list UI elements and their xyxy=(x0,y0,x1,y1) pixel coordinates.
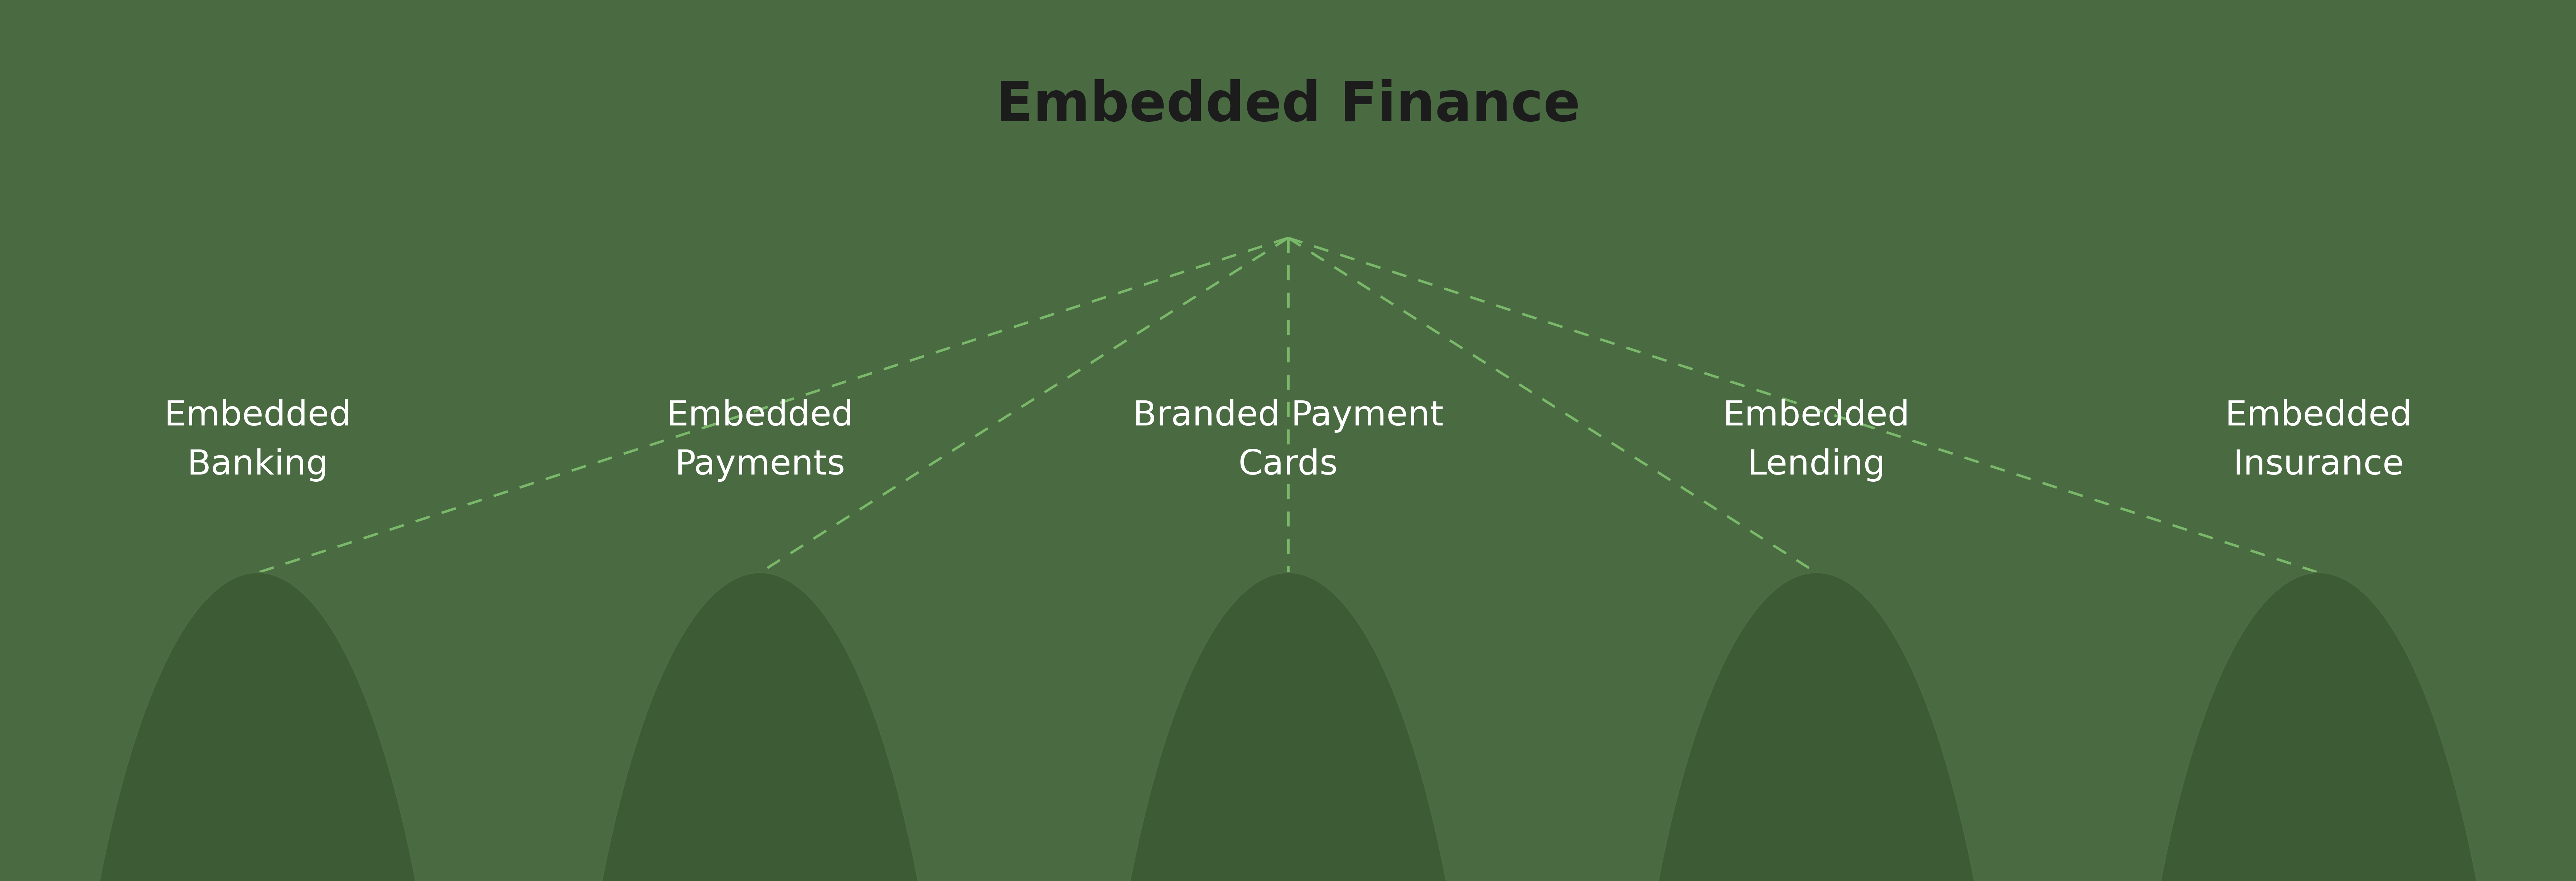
Ellipse shape xyxy=(2120,573,2519,881)
Text: Embedded
Insurance: Embedded Insurance xyxy=(2226,399,2411,482)
Ellipse shape xyxy=(1618,573,2014,881)
Text: Branded Payment
Cards: Branded Payment Cards xyxy=(1133,399,1443,482)
Ellipse shape xyxy=(559,573,958,881)
Text: Embedded Finance: Embedded Finance xyxy=(997,79,1579,132)
Text: Embedded
Lending: Embedded Lending xyxy=(1723,399,1909,482)
Ellipse shape xyxy=(1087,573,1489,881)
Text: Embedded
Payments: Embedded Payments xyxy=(667,399,853,482)
Ellipse shape xyxy=(57,573,459,881)
Text: Embedded
Banking: Embedded Banking xyxy=(165,399,350,482)
